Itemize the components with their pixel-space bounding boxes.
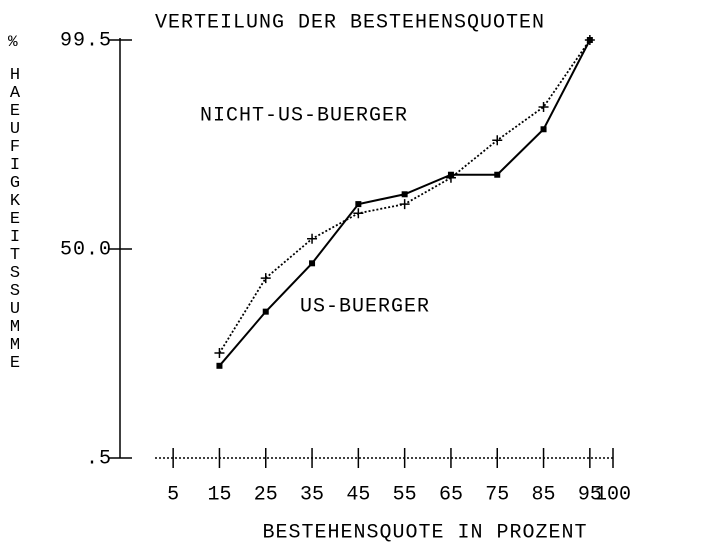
- x-tick-label: 35: [300, 483, 324, 506]
- marker: [399, 199, 410, 210]
- marker: [214, 347, 225, 358]
- series-label: US-BUERGER: [300, 295, 430, 318]
- marker: [355, 201, 362, 208]
- marker: [445, 172, 456, 183]
- y-tick-label: 50.0: [60, 238, 112, 261]
- y-unit: %: [8, 33, 19, 51]
- x-tick-label: 100: [595, 483, 631, 506]
- marker: [584, 35, 595, 45]
- x-tick-label: 95: [578, 483, 602, 506]
- x-tick-label: 25: [254, 483, 278, 506]
- marker: [307, 233, 318, 244]
- x-tick-label: 55: [393, 483, 417, 506]
- chart-title: VERTEILUNG DER BESTEHENSQUOTEN: [155, 11, 545, 34]
- marker: [494, 171, 501, 178]
- marker: [492, 135, 503, 146]
- y-tick-label: .5: [86, 447, 112, 470]
- marker: [538, 101, 549, 112]
- marker: [353, 208, 364, 219]
- x-tick-label: 5: [167, 483, 179, 506]
- marker: [260, 273, 271, 284]
- x-axis-label: BESTEHENSQUOTE IN PROZENT: [262, 521, 587, 544]
- marker: [401, 191, 408, 198]
- y-tick-label: 99.5: [60, 29, 112, 52]
- x-tick-label: 65: [439, 483, 463, 506]
- y-axis-label: HAEUFIGKEITSSUMME: [6, 66, 25, 372]
- marker: [540, 126, 547, 133]
- x-tick-label: 85: [532, 483, 556, 506]
- marker: [309, 260, 316, 267]
- series-label: NICHT-US-BUERGER: [200, 104, 408, 127]
- x-tick-label: 45: [346, 483, 370, 506]
- marker: [262, 308, 269, 315]
- x-tick-label: 75: [485, 483, 509, 506]
- marker: [216, 362, 223, 369]
- x-tick-label: 15: [207, 483, 231, 506]
